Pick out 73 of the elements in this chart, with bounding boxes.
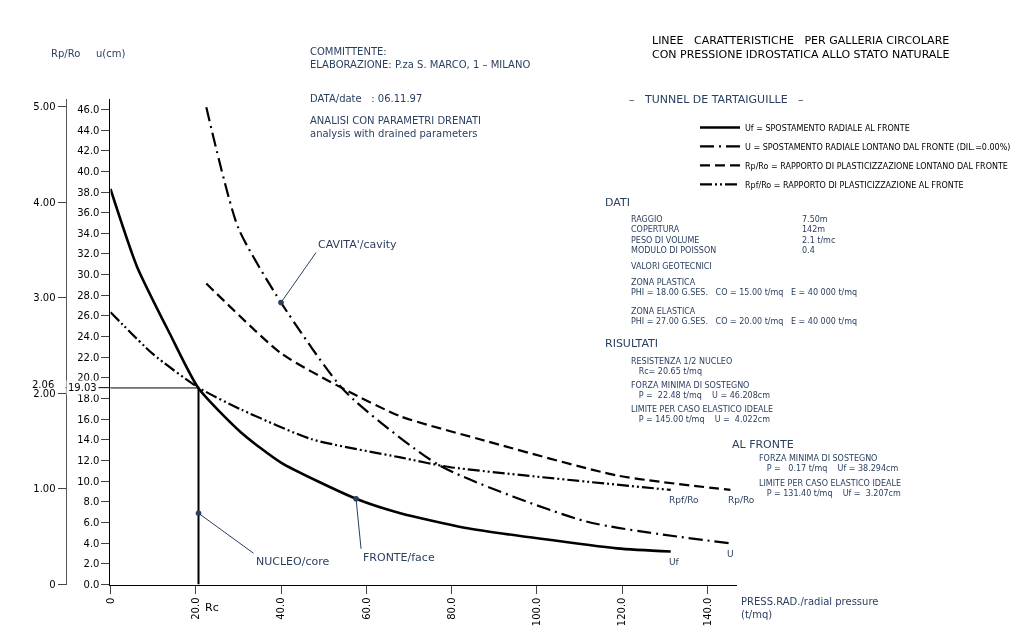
x-axis-title: PRESS.RAD./radial pressure (t/mq): [741, 596, 879, 620]
y-tick-label: 24.0: [77, 331, 100, 343]
y-tick-label: 26.0: [77, 310, 100, 322]
y-tick-label: 22.0: [77, 351, 100, 363]
y2-tick-label: 1.00: [33, 483, 56, 495]
y-tick-label: 6.0: [83, 517, 100, 529]
x-tick-label: 140.0: [701, 597, 713, 627]
y-axis-title: u(cm): [96, 48, 126, 59]
y-tick-label: 10.0: [77, 475, 100, 487]
annotation: FORZA MINIMA DI SOSTEGNO P = 22.48 t/mq U = 46.208cm: [631, 381, 771, 401]
y-tick-label: 42.0: [77, 145, 100, 157]
annotation: NUCLEO/core: [256, 555, 330, 568]
annotation: DATI: [605, 196, 630, 209]
legend-label: U = SPOSTAMENTO RADIALE LONTANO DAL FRONTE (DIL.=0.00%): [745, 142, 1011, 152]
legend-label: Rp/Ro = RAPPORTO DI PLASTICIZZAZIONE LONTANO DAL FRONTE: [745, 161, 1008, 171]
y2-axis-title: Rp/Ro: [51, 48, 81, 59]
x-tick-label: 0: [104, 597, 116, 604]
y-tick-label: 44.0: [77, 124, 100, 136]
annotation: U: [727, 549, 734, 559]
y2-tick-label: 4.00: [33, 196, 56, 208]
y-tick-label: 30.0: [77, 269, 100, 281]
y-tick-label: 34.0: [77, 227, 100, 239]
annotation: Rpf/Ro: [669, 495, 700, 505]
annotation: RAGGIO COPERTURA PESO DI VOLUME MODULO DI POISSON: [631, 215, 717, 256]
y-tick-label: 32.0: [77, 248, 100, 260]
annotation: RESISTENZA 1/2 NUCLEO Rc= 20.65 t/mq: [631, 357, 733, 377]
text: LINEE CARATTERISTICHE PER GALLERIA CIRCOLARE CON PRESSIONE IDROSTATICA ALLO STATO NATURALE: [652, 34, 950, 62]
y-tick-label: 12.0: [77, 455, 100, 467]
y2-tick-label: 5.00: [33, 101, 56, 113]
x-tick-label: 60.0: [360, 597, 372, 620]
y-tick-label: 20.0: [77, 372, 100, 384]
annotation: AL FRONTE: [732, 438, 794, 451]
annotation: DATA/date : 06.11.97: [310, 93, 423, 104]
x-tick-label: 100.0: [531, 597, 543, 627]
ref-line-label: Rc: [205, 601, 219, 614]
annotation: Rp/Ro: [728, 495, 755, 505]
y-tick-label: 8.0: [83, 496, 100, 508]
annotation: LIMITE PER CASO ELASTICO IDEALE P = 145.00 t/mq U = 4.022cm: [631, 405, 773, 425]
x-tick-label: 20.0: [189, 597, 201, 620]
x-tick-label: 40.0: [275, 597, 287, 620]
y-tick-label: 46.0: [77, 103, 100, 115]
y2-tick-label: 3.00: [33, 292, 56, 304]
annotation: CAVITA'/cavity: [318, 238, 398, 251]
y2-tick-label: 2.00: [33, 387, 56, 399]
y-tick-label: 14.0: [77, 434, 100, 446]
y-tick-label: 28.0: [77, 289, 100, 301]
y-tick-label: 0.0: [83, 579, 100, 590]
annotation: VALORI GEOTECNICI: [631, 262, 712, 271]
text: FORZA MINIMA DI SOSTEGNO P = 0.17 t/mq Uf = 38.294cm: [759, 454, 899, 474]
annotation: RISULTATI: [605, 337, 659, 350]
ref-line-label: 19.03: [68, 382, 97, 393]
y-tick-label: 18.0: [77, 393, 100, 405]
y-tick-label: 36.0: [77, 207, 100, 219]
annotation: Uf: [669, 557, 680, 567]
text: LIMITE PER CASO ELASTICO IDEALE P = 131.40 t/mq Uf = 3.207cm: [759, 479, 901, 499]
annotation: FRONTE/face: [363, 551, 435, 564]
annotation: ANALISI CON PARAMETRI DRENATI analysis with drained parameters: [310, 115, 481, 139]
annotation: ZONA PLASTICA PHI = 18.00 G.SES. CO = 15.00 t/mq E = 40 000 t/mq: [631, 278, 858, 298]
y2-tick-label: 0: [49, 579, 56, 590]
y-tick-label: 16.0: [77, 413, 100, 425]
y-tick-label: 4.0: [83, 537, 100, 549]
chart-subtitle: – TUNNEL DE TARTAIGUILLE –: [629, 93, 804, 106]
x-tick-label: 120.0: [616, 597, 628, 627]
ref-line-label: 2.06: [32, 379, 55, 390]
y-tick-label: 38.0: [77, 186, 100, 198]
annotation: ZONA ELASTICA PHI = 27.00 G.SES. CO = 20.00 t/mq E = 40 000 t/mq: [631, 307, 858, 327]
y-tick-label: 2.0: [83, 558, 100, 570]
y-tick-label: 40.0: [77, 165, 100, 177]
text: 7.50m 142m 2.1 t/mc 0.4: [802, 215, 836, 256]
legend-label: Uf = SPOSTAMENTO RADIALE AL FRONTE: [745, 123, 910, 133]
legend-label: Rpf/Ro = RAPPORTO DI PLASTICIZZAZIONE AL FRONTE: [745, 180, 964, 190]
x-tick-label: 80.0: [445, 597, 457, 620]
text: COMMITTENTE: ELABORAZIONE: P.za S. MARCO, 1 – MILANO: [310, 46, 531, 70]
